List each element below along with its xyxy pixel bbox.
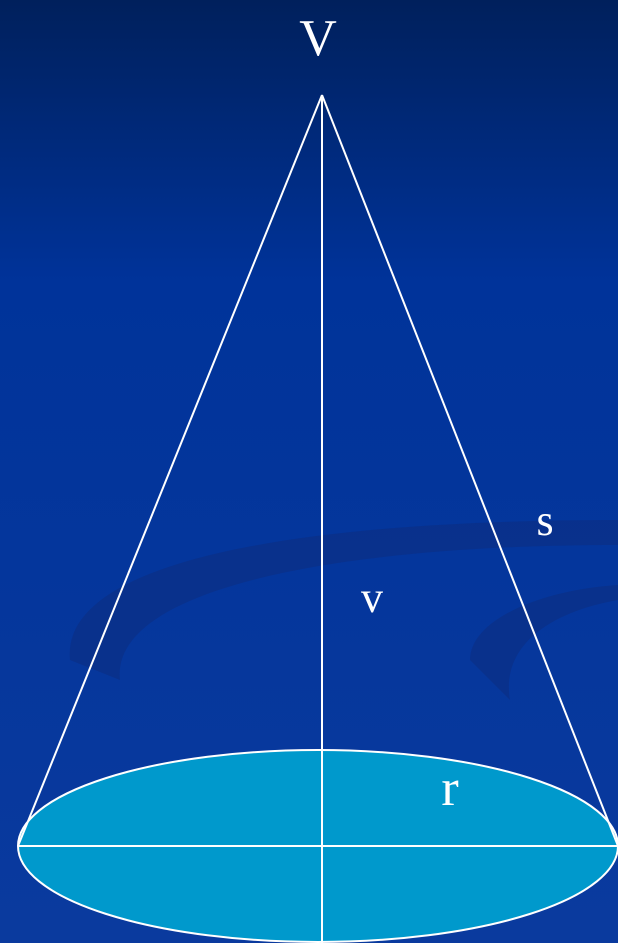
- slant-edge: [17, 94, 323, 847]
- apex-label: V: [299, 10, 337, 67]
- radius-label: r: [441, 760, 458, 817]
- swoosh: [470, 585, 618, 700]
- slant-edge: [321, 94, 618, 847]
- swoosh: [69, 520, 618, 680]
- slant-label: s: [536, 496, 553, 545]
- height-label: v: [361, 573, 383, 622]
